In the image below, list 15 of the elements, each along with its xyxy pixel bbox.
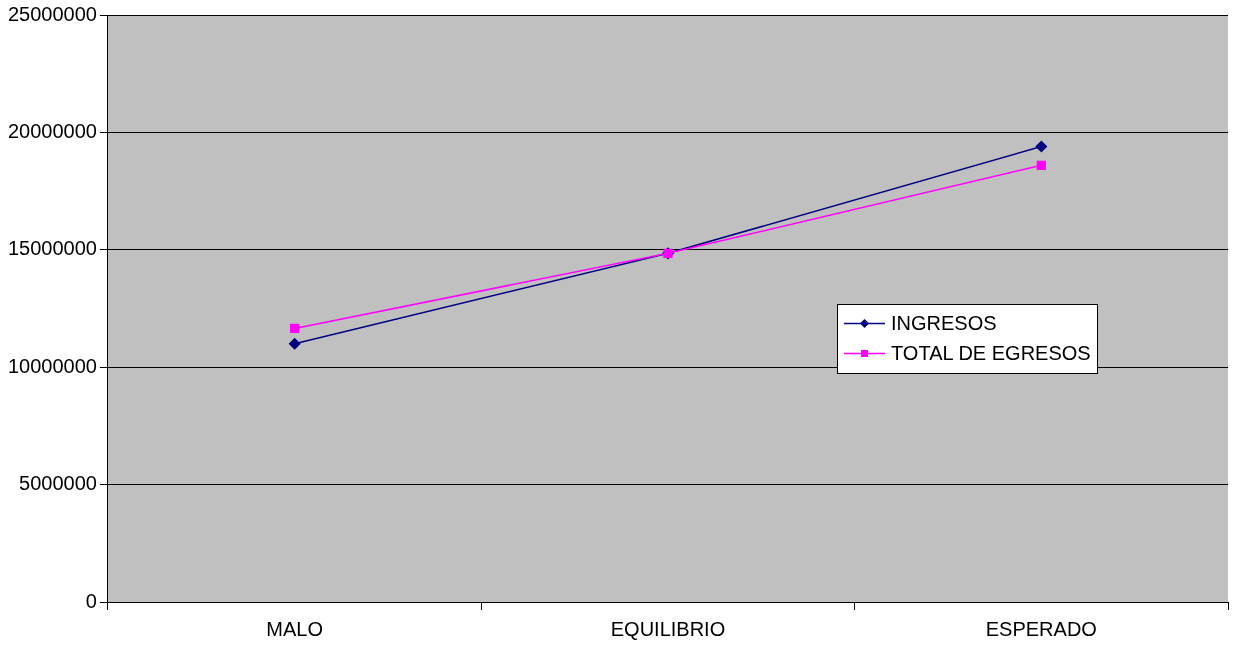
y-tick-label: 10000000 xyxy=(8,354,97,377)
point xyxy=(1035,140,1048,153)
y-tick-label: 25000000 xyxy=(8,2,97,25)
x-tick-label: EQUILIBRIO xyxy=(610,617,726,640)
point xyxy=(288,337,301,350)
y-tick-label: 20000000 xyxy=(8,119,97,142)
point xyxy=(290,323,300,334)
legend-label: TOTAL DE EGRESOS xyxy=(891,342,1091,365)
legend-label: INGRESOS xyxy=(891,312,997,335)
point xyxy=(1036,160,1046,170)
y-tick-label: 0 xyxy=(85,589,97,612)
x-tick-label: MALO xyxy=(266,617,323,640)
x-tick-label: ESPERADO xyxy=(985,617,1097,640)
y-tick-label: 5000000 xyxy=(19,472,97,495)
y-tick-label: 15000000 xyxy=(8,237,97,260)
